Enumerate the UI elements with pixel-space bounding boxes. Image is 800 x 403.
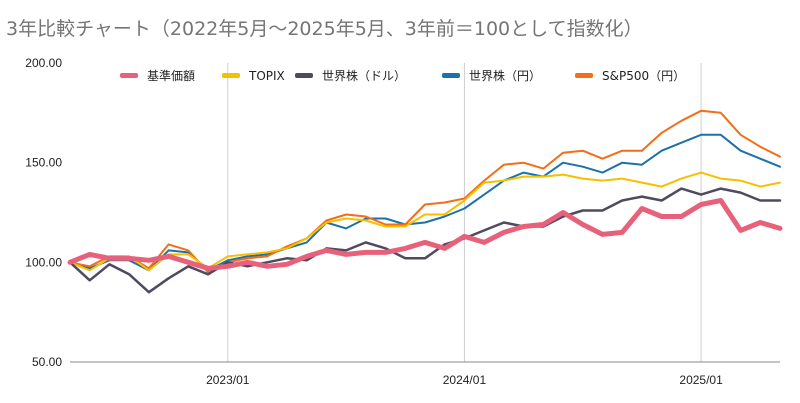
legend-swatch [120, 73, 138, 78]
x-tick-label: 2025/01 [679, 373, 723, 387]
series-line-2 [68, 187, 782, 294]
x-axis: 2023/01 2024/01 2025/01 [206, 373, 723, 387]
series-line-1 [69, 171, 781, 272]
y-axis: 50.00 100.00 150.00 200.00 [25, 56, 62, 369]
y-tick-label: 100.00 [25, 255, 62, 269]
x-tick-label: 2023/01 [206, 373, 250, 387]
legend: 基準価額 TOPIX 世界株（ドル） 世界株（円） S&P500（円） [120, 68, 685, 83]
legend-swatch [575, 73, 593, 78]
legend-item: 基準価額 [120, 68, 195, 83]
legend-swatch [442, 73, 460, 78]
x-tick-label: 2024/01 [443, 373, 487, 387]
y-tick-label: 50.00 [32, 355, 62, 369]
legend-item: TOPIX [222, 69, 285, 83]
legend-label: 世界株（ドル） [322, 68, 406, 83]
legend-swatch [295, 73, 313, 78]
chart-title: 3年比較チャート（2022年5月〜2025年5月、3年前＝100として指数化） [6, 18, 643, 40]
legend-item: 世界株（円） [442, 68, 541, 83]
legend-label: TOPIX [248, 69, 285, 83]
series-line-0 [67, 198, 783, 271]
legend-swatch [222, 73, 240, 78]
legend-label: 基準価額 [147, 68, 195, 83]
series-line-3 [69, 133, 781, 272]
legend-label: S&P500（円） [602, 69, 685, 83]
grid [70, 63, 780, 363]
series-lines [67, 109, 783, 294]
y-tick-label: 150.00 [25, 156, 62, 170]
y-tick-label: 200.00 [25, 56, 62, 70]
legend-item: 世界株（ドル） [295, 68, 406, 83]
legend-label: 世界株（円） [469, 68, 541, 83]
legend-item: S&P500（円） [575, 69, 685, 83]
series-line-4 [69, 109, 781, 274]
